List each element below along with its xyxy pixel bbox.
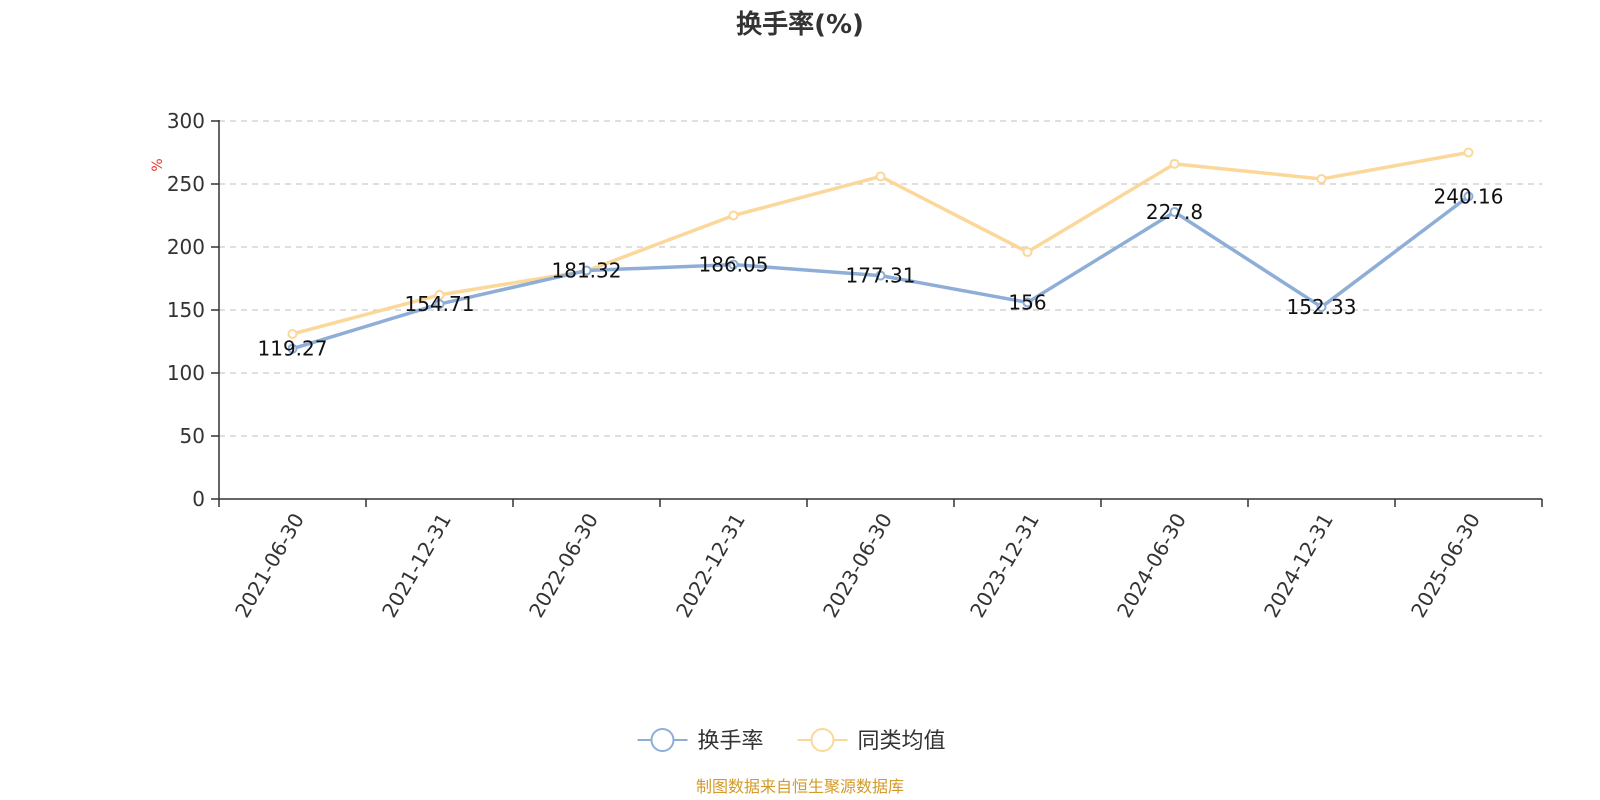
y-tick-label-250: 250 [167,172,205,196]
series-1-point-3 [728,210,739,221]
grid-lines [219,120,1542,437]
series-0-point-5 [1022,297,1033,308]
data-label-0-3: 186.05 [699,253,769,277]
data-label-0-0: 119.27 [258,337,328,361]
x-tick-label-2024-06-30: 2024-06-30 [1112,509,1191,622]
data-label-0-8: 240.16 [1434,184,1504,208]
x-tick-label-2021-12-31: 2021-12-31 [377,509,456,622]
series-0-point-6 [1169,206,1180,217]
legend-label-1: 同类均值 [858,729,946,754]
x-tick-label-2022-06-30: 2022-06-30 [524,509,603,622]
y-axis-unit: % [150,158,166,171]
data-label-0-2: 181.32 [552,259,622,283]
series-0-point-3 [728,259,739,270]
series-0-point-7 [1316,302,1327,313]
x-tick-label-2022-12-31: 2022-12-31 [671,509,750,622]
y-tick-label-0: 0 [192,487,205,511]
series-0-point-2 [581,265,592,276]
series-1-point-8 [1463,147,1474,158]
data-label-0-5: 156 [1008,290,1046,314]
series-1-point-0 [287,328,298,339]
chart-title: 换手率(%) [736,9,864,40]
legend: 换手率 同类均值 [637,728,946,754]
y-tick-label-150: 150 [167,298,205,322]
series-0-point-1 [434,299,445,310]
y-tick-label-50: 50 [180,424,205,448]
legend-marker-0 [650,728,675,752]
series-1-point-1 [434,289,445,300]
data-label-0-1: 154.71 [405,292,475,316]
legend-label-0: 换手率 [698,729,764,754]
y-tick-label-100: 100 [167,361,205,385]
legend-marker-1 [810,728,835,752]
x-tick-label-2023-12-31: 2023-12-31 [965,509,1044,622]
series-0-point-8 [1463,191,1474,202]
source-note: 制图数据来自恒生聚源数据库 [696,777,904,796]
data-label-0-7: 152.33 [1287,295,1357,319]
data-labels: 119.27 154.71 181.32 186.05 177.31 156 227.8 15… [258,184,1504,360]
x-tick-label-2021-06-30: 2021-06-30 [230,509,309,622]
series-1-point-7 [1316,173,1327,184]
series-0-point-4 [875,270,886,281]
data-label-0-6: 227.8 [1146,200,1203,224]
data-label-0-4: 177.31 [846,264,916,288]
series-0-point-0 [287,343,298,354]
x-tick-label-2025-06-30: 2025-06-30 [1406,509,1485,622]
series-1-point-5 [1022,247,1033,258]
x-tick-label-2023-06-30: 2023-06-30 [818,509,897,622]
axes: 0 50 100 150 200 250 300 2021-06-30 2021-12-31 20… [167,109,1543,622]
series-group [287,147,1474,354]
y-tick-label-200: 200 [167,235,205,259]
x-tick-label-2024-12-31: 2024-12-31 [1259,509,1338,622]
series-1-point-4 [875,171,886,182]
y-tick-label-300: 300 [167,109,205,133]
series-1-point-6 [1169,158,1180,169]
